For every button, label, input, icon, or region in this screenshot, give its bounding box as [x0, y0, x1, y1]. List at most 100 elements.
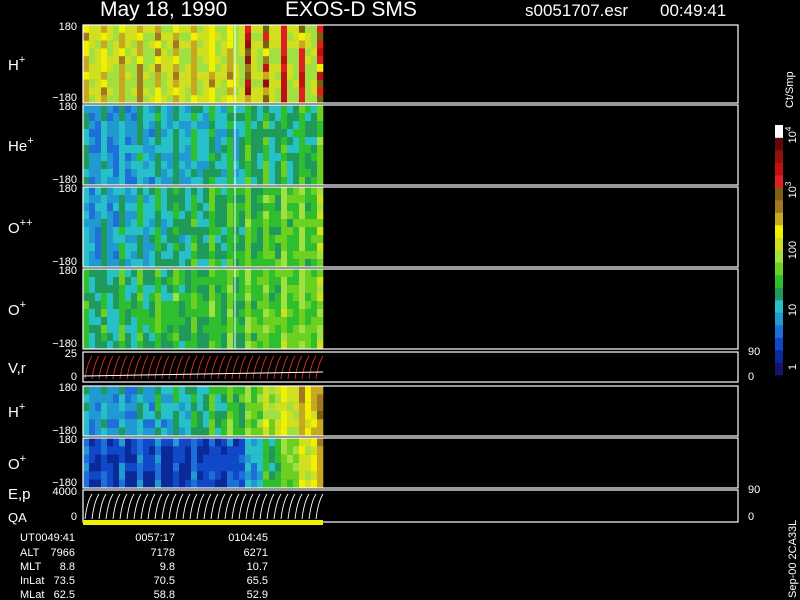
spectrogram-cell	[83, 446, 90, 455]
spectrogram-cell	[83, 333, 90, 342]
spectrogram-cell	[83, 471, 90, 480]
spectrogram-cell	[293, 177, 300, 186]
spectrogram-cell	[155, 277, 162, 286]
spectrogram-cell	[119, 40, 126, 49]
spectrogram-cell	[143, 293, 150, 302]
spectrogram-cell	[143, 121, 150, 130]
spectrogram-cell	[149, 317, 156, 326]
spectrogram-cell	[131, 419, 138, 428]
spectrogram-cell	[185, 177, 192, 186]
spectrogram-cell	[233, 87, 240, 96]
spectrogram-cell	[275, 446, 282, 455]
spectrogram-cell	[287, 105, 294, 114]
spectrogram-cell	[269, 40, 276, 49]
spectrogram-cell	[143, 471, 150, 480]
spectrogram-cell	[101, 259, 108, 268]
spectrogram-cell	[197, 219, 204, 228]
spectrogram-cell	[251, 113, 258, 122]
spectrogram-cell	[203, 79, 210, 88]
spectrogram-cell	[305, 301, 312, 310]
spectrogram-cell	[197, 285, 204, 294]
spectrogram-cell	[95, 277, 102, 286]
panel-frame	[82, 437, 739, 489]
spectrogram-cell	[161, 419, 168, 428]
colorbar-segment	[775, 150, 783, 163]
spectrogram-cell	[125, 341, 132, 350]
spectrogram-cell	[251, 463, 258, 472]
spectrogram-cell	[203, 95, 210, 104]
spectrogram-cell	[215, 438, 222, 447]
spectrogram-cell	[185, 479, 192, 489]
spectrogram-cell	[245, 285, 252, 294]
spectrogram-cell	[281, 419, 288, 428]
spectrogram-cell	[101, 479, 108, 489]
spectrogram-cell	[161, 269, 168, 278]
spectrogram-cell	[221, 153, 228, 162]
spectrogram-cell	[263, 446, 270, 455]
spectrogram-cell	[137, 219, 144, 228]
spectrogram-cell	[179, 394, 186, 403]
spectrogram-cell	[275, 438, 282, 447]
spectrogram-cell	[245, 219, 252, 228]
spectrogram-cell	[167, 235, 174, 244]
spectrogram-cell	[89, 427, 96, 437]
spectrogram-cell	[185, 121, 192, 130]
colorbar-label: 104	[784, 126, 799, 143]
spectrogram-cell	[95, 211, 102, 220]
spectrogram-cell	[197, 64, 204, 73]
spectrogram-cell	[125, 463, 132, 472]
spectrogram-cell	[299, 309, 306, 318]
spectrogram-cell	[317, 333, 324, 342]
spectrogram-cell	[257, 56, 264, 65]
spectrogram-cell	[245, 277, 252, 286]
spectrogram-cell	[203, 235, 210, 244]
spectrogram-cell	[95, 317, 102, 326]
spectrogram-cell	[227, 386, 234, 395]
spectrogram-cell	[233, 64, 240, 73]
spectrogram-cell	[215, 187, 222, 196]
spectrogram-cell	[209, 446, 216, 455]
spectrogram-cell	[305, 25, 312, 34]
spectrogram-cell	[203, 40, 210, 49]
spectrogram-cell	[275, 471, 282, 480]
spectrogram-cell	[83, 411, 90, 420]
spectrogram-cell	[83, 211, 90, 220]
spectrogram-cell	[311, 411, 318, 420]
spectrogram-cell	[119, 301, 126, 310]
spectrogram-cell	[299, 293, 306, 302]
spectrogram-cell	[239, 386, 246, 395]
spectrogram-cell	[137, 56, 144, 65]
spectrogram-cell	[89, 341, 96, 350]
spectrogram-cell	[269, 203, 276, 212]
spectrogram-cell	[185, 454, 192, 464]
spectrogram-cell	[155, 169, 162, 178]
spectrogram-cell	[113, 235, 120, 244]
spectrogram-cell	[251, 195, 258, 204]
spectrogram-cell	[257, 471, 264, 480]
header-instrument: EXOS-D SMS	[285, 0, 417, 21]
spectrogram-cell	[227, 195, 234, 204]
spectrogram-cell	[281, 177, 288, 186]
spectrogram-cell	[257, 293, 264, 302]
spectrogram-cell	[239, 427, 246, 437]
spectrogram-cell	[293, 301, 300, 310]
spectrogram-cell	[275, 95, 282, 104]
spectrogram-cell	[299, 301, 306, 310]
spectrogram-cell	[263, 40, 270, 49]
spectrogram-cell	[155, 56, 162, 65]
spectrogram-cell	[227, 454, 234, 464]
spectrogram-cell	[239, 195, 246, 204]
spectrogram-cell	[179, 479, 186, 489]
spectrogram-cell	[263, 64, 270, 73]
spectrogram-cell	[251, 235, 258, 244]
spectrogram-cell	[125, 203, 132, 212]
spectrogram-cell	[245, 419, 252, 428]
spectrogram-cell	[125, 394, 132, 403]
spectrogram-cell	[311, 79, 318, 88]
spectrogram-cell	[191, 309, 198, 318]
spectrogram-cell	[269, 129, 276, 138]
trace	[112, 355, 121, 380]
spectrogram-cell	[239, 95, 246, 104]
spectrogram-cell	[233, 446, 240, 455]
panel-label: He+	[8, 135, 34, 155]
